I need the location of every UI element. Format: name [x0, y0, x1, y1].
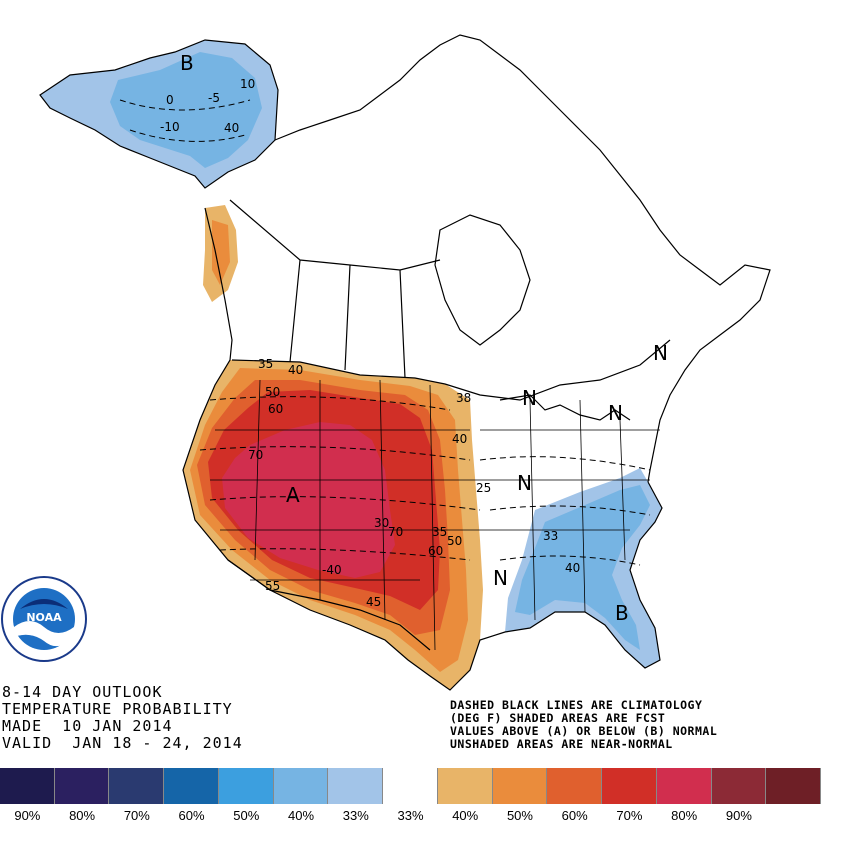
legend-swatch [273, 768, 329, 804]
contour-label: 60 [428, 544, 443, 558]
legend-swatch [0, 768, 55, 804]
legend-swatch [109, 768, 165, 804]
climatology-lines [119, 99, 651, 566]
near-normal-label-5: N [493, 566, 508, 590]
contour-label: 38 [456, 391, 471, 405]
legend-swatch [547, 768, 603, 804]
shaded-areas [40, 40, 662, 690]
contour-label: 40 [224, 121, 239, 135]
legend-swatch [328, 768, 384, 804]
contour-label: 25 [476, 481, 491, 495]
probability-legend-labels: 90% 80% 70% 60% 50% 40% 33% 33% 40% 50% 60% 70% 80% 9… [0, 808, 821, 826]
contour-label: 50 [265, 385, 280, 399]
contour-label: -40 [322, 563, 342, 577]
contour-label: 40 [565, 561, 580, 575]
note-line-1: DASHED BLACK LINES ARE CLIMATOLOGY [450, 698, 703, 712]
legend-label: 90% [14, 808, 41, 823]
mexico-border [227, 559, 431, 651]
title-line-1: 8-14 DAY OUTLOOK [2, 683, 163, 701]
west-above-70 [222, 422, 395, 578]
legend-swatch [492, 768, 548, 804]
note-line-3: VALUES ABOVE (A) OR BELOW (B) NORMAL [450, 724, 718, 738]
contour-label: -10 [160, 120, 180, 134]
contour-label: 60 [268, 402, 283, 416]
contour-label: 70 [248, 448, 263, 462]
contour-label: 40 [288, 363, 303, 377]
legend-swatch [656, 768, 712, 804]
probability-legend [0, 768, 822, 804]
note-line-2: (DEG F) SHADED AREAS ARE FCST [450, 711, 666, 725]
legend-label: 33% [397, 808, 424, 823]
title-line-3: MADE 10 JAN 2014 [2, 717, 173, 735]
alaska-below-label: B [180, 51, 194, 75]
legend-label: 33% [342, 808, 369, 823]
near-normal-label-3: N [608, 401, 623, 425]
west-above-label: A [286, 483, 300, 507]
near-normal-label-2: N [522, 386, 537, 410]
legend-label: 90% [725, 808, 752, 823]
southeast-below-label: B [615, 601, 629, 625]
outlook-title: 8-14 DAY OUTLOOK TEMPERATURE PROBABILITY… [2, 684, 243, 752]
legend-label: 40% [288, 808, 315, 823]
contour-label: 35 [432, 525, 447, 539]
legend-label: 50% [506, 808, 533, 823]
legend-label: 80% [69, 808, 96, 823]
contour-label: 33 [543, 529, 558, 543]
legend-swatch [602, 768, 657, 804]
great-lakes [499, 394, 631, 421]
legend-swatch [383, 768, 438, 804]
contour-label: 40 [452, 432, 467, 446]
near-normal-label-4: N [517, 471, 532, 495]
legend-label: 70% [616, 808, 643, 823]
legend-label: 70% [123, 808, 150, 823]
legend-label: 50% [233, 808, 260, 823]
alaska-outline [39, 39, 279, 189]
contour-label: 55 [265, 579, 280, 593]
climatology-note: DASHED BLACK LINES ARE CLIMATOLOGY (DEG … [450, 699, 717, 751]
contour-label: 45 [366, 595, 381, 609]
canada-provinces [229, 199, 441, 379]
legend-swatch [766, 768, 822, 804]
legend-swatch [218, 768, 274, 804]
contour-label: 0 [166, 93, 174, 107]
legend-swatch [164, 768, 219, 804]
legend-label: 60% [178, 808, 205, 823]
map-labels: B A B N N N N N 10 -5 0 -10 40 35 40 50 … [160, 51, 668, 625]
hudson-bay [434, 214, 531, 346]
contour-label: 35 [258, 357, 273, 371]
contour-label: 50 [447, 534, 462, 548]
contour-label: 30 [374, 516, 389, 530]
legend-label: 40% [452, 808, 479, 823]
note-line-4: UNSHADED AREAS ARE NEAR-NORMAL [450, 737, 673, 751]
noaa-logo: NOAA [1, 576, 87, 662]
contour-label: 10 [240, 77, 255, 91]
legend-swatch [437, 768, 493, 804]
title-line-2: TEMPERATURE PROBABILITY [2, 700, 233, 718]
near-normal-label-1: N [653, 341, 668, 365]
contour-label: 70 [388, 525, 403, 539]
legend-label: 60% [561, 808, 588, 823]
canada-border [231, 339, 671, 401]
southeast-below-mid [515, 485, 650, 650]
contour-label: -5 [208, 91, 220, 105]
north-america-coast [182, 34, 771, 691]
title-line-4: VALID JAN 18 - 24, 2014 [2, 734, 243, 752]
legend-label: 80% [671, 808, 698, 823]
noaa-logo-text: NOAA [26, 611, 62, 624]
legend-swatch [54, 768, 110, 804]
legend-swatch [711, 768, 767, 804]
coast-above-mid [212, 220, 230, 285]
